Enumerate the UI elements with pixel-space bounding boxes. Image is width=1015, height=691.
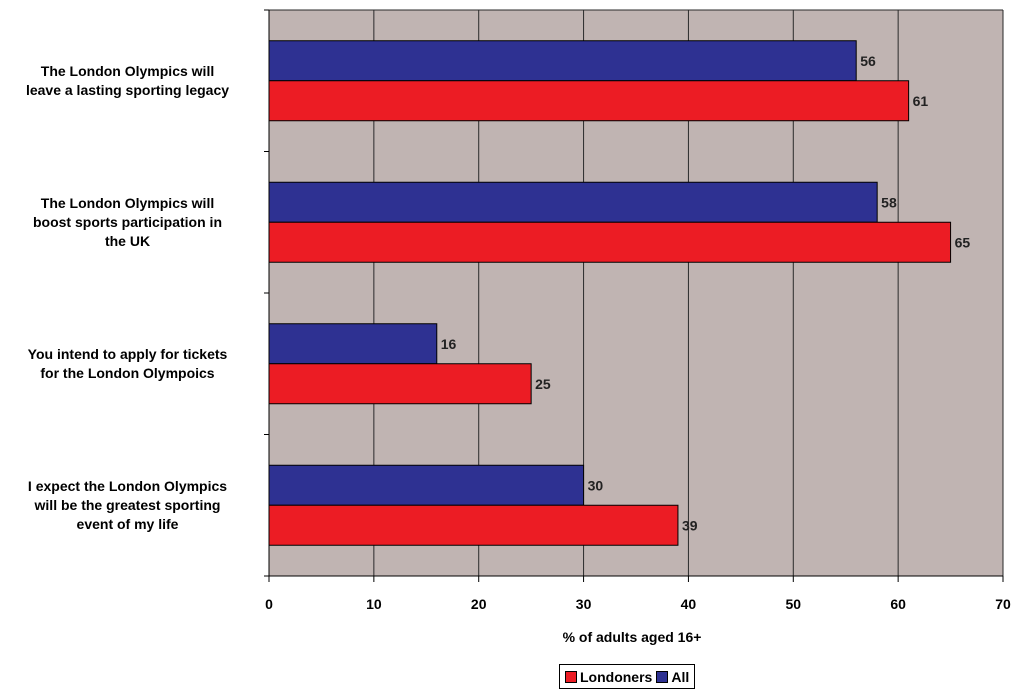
category-label-line: will be the greatest sporting: [34, 496, 221, 513]
category-label-line: leave a lasting sporting legacy: [25, 81, 230, 98]
bar-all: [268, 323, 438, 365]
value-label-all: 56: [860, 53, 876, 69]
x-tick-label: 30: [576, 596, 592, 612]
category-label-line: for the London Olympoics: [40, 364, 215, 381]
category-label-line: boost sports participation in: [32, 213, 222, 230]
legend-item-londoners: Londoners: [565, 669, 652, 685]
category-label-line: event of my life: [76, 515, 179, 532]
category-label-line: I expect the London Olympics: [27, 477, 228, 494]
legend-swatch-all: [656, 670, 669, 683]
legend-label-londoners: Londoners: [580, 668, 653, 685]
value-label-all: 16: [441, 336, 457, 352]
legend-item-all: All: [656, 669, 689, 685]
bar-londoners: [268, 363, 532, 405]
value-labels: 56 61 58 65 16 25 30 39: [441, 53, 971, 534]
legend: Londoners All: [559, 664, 696, 689]
x-tick-label: 0: [265, 596, 273, 612]
value-label-londoners: 61: [913, 93, 929, 109]
category-label: You intend to apply for tickets for the L…: [0, 345, 255, 383]
value-label-all: 58: [881, 194, 897, 210]
bar-all: [268, 181, 878, 223]
category-label-line: The London Olympics will: [40, 194, 215, 211]
x-tick-label: 10: [366, 596, 382, 612]
value-label-londoners: 39: [682, 517, 698, 533]
axes: [264, 9, 1004, 582]
x-axis-label: % of adults aged 16+: [563, 629, 702, 645]
bar-all: [268, 464, 585, 506]
x-tick-label: 40: [681, 596, 697, 612]
x-tick-label: 60: [890, 596, 906, 612]
category-label: The London Olympics will boost sports par…: [0, 194, 255, 251]
value-label-londoners: 25: [535, 376, 551, 392]
bar-londoners: [268, 80, 910, 122]
bar-all: [268, 40, 857, 82]
x-tick-label: 70: [995, 596, 1011, 612]
value-label-all: 30: [588, 477, 604, 493]
legend-swatch-londoners: [565, 670, 577, 683]
bar-londoners: [268, 504, 679, 546]
x-tick-label: 50: [785, 596, 801, 612]
category-label-line: The London Olympics will: [40, 62, 215, 79]
category-label: The London Olympics will leave a lasting …: [0, 62, 255, 100]
category-label-line: You intend to apply for tickets: [27, 345, 228, 362]
bar-londoners: [268, 221, 952, 263]
x-tick-labels: 0 10 20 30 40 50 60 70: [265, 596, 1011, 612]
x-tick-label: 20: [471, 596, 487, 612]
category-label: I expect the London Olympics will be the …: [0, 477, 255, 534]
value-label-londoners: 65: [955, 234, 971, 250]
legend-label-all: All: [671, 668, 690, 685]
category-label-line: the UK: [104, 232, 151, 249]
